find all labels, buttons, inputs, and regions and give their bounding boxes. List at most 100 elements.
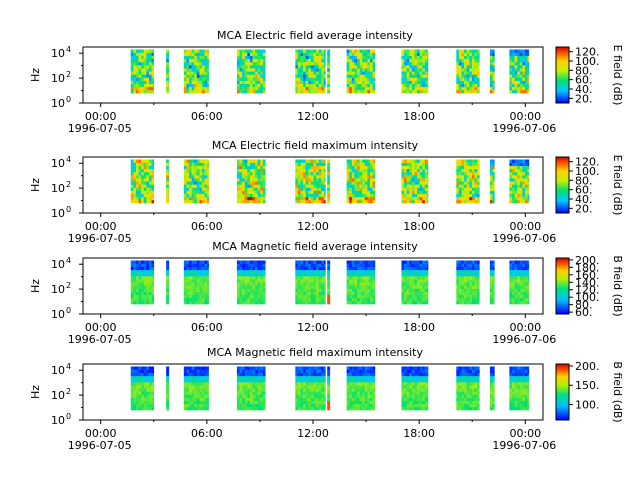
spectrogram-cell: [199, 52, 203, 57]
spectrogram-cell: [189, 49, 192, 53]
spectrogram-cell: [522, 394, 526, 398]
spectrogram-cell: [204, 65, 208, 69]
spectrogram-cell: [346, 89, 350, 94]
spectrogram-cell: [295, 193, 299, 198]
spectrogram-cell: [357, 181, 360, 185]
spectrogram-cell: [295, 80, 299, 85]
spectrogram-cell: [424, 394, 428, 398]
spectrogram-cell: [489, 269, 493, 274]
spectrogram-cell: [199, 89, 203, 94]
spectrogram-cell: [207, 385, 209, 389]
spectrogram-cell: [133, 266, 137, 271]
spectrogram-cell: [310, 196, 314, 201]
spectrogram-cell: [424, 74, 428, 78]
spectrogram-cell: [300, 58, 304, 63]
spectrogram-cell: [372, 297, 376, 302]
spectrogram-cell: [372, 294, 376, 299]
spectrogram-cell: [166, 65, 170, 69]
spectrogram-cell: [202, 199, 205, 204]
spectrogram-cell: [194, 80, 198, 85]
spectrogram-cell: [318, 388, 322, 392]
spectrogram-cell: [514, 366, 518, 370]
spectrogram-cell: [517, 187, 521, 191]
spectrogram-cell: [406, 159, 410, 163]
spectrogram-cell: [458, 187, 462, 191]
spectrogram-cell: [367, 282, 371, 286]
spectrogram-cell: [143, 168, 147, 173]
spectrogram-cell: [492, 52, 495, 57]
spectrogram-cell: [359, 190, 363, 195]
spectrogram-cell: [346, 276, 350, 280]
spectrogram-cell: [519, 403, 523, 408]
spectrogram-cell: [527, 190, 530, 195]
spectrogram-cell: [204, 168, 208, 173]
spectrogram-cell: [422, 190, 426, 195]
spectrogram-cell: [151, 181, 155, 185]
spectrogram-cell: [469, 263, 473, 268]
spectrogram-cell: [464, 61, 468, 66]
spectrogram-cell: [427, 285, 429, 289]
spectrogram-cell: [255, 171, 259, 176]
spectrogram-cell: [133, 400, 137, 405]
spectrogram-cell: [464, 199, 468, 204]
spectrogram-cell: [194, 193, 198, 198]
spectrogram-cell: [492, 181, 495, 185]
spectrogram-cell: [166, 385, 170, 389]
spectrogram-cell: [458, 394, 462, 398]
spectrogram-cell: [138, 260, 142, 264]
spectrogram-cell: [461, 285, 465, 289]
spectrogram-cell: [346, 260, 350, 264]
spectrogram-cell: [305, 190, 309, 195]
spectrogram-cell: [295, 71, 299, 75]
spectrogram-cell: [313, 369, 317, 374]
spectrogram-cell: [323, 71, 326, 75]
spectrogram-cell: [417, 375, 420, 380]
spectrogram-cell: [297, 89, 301, 94]
spectrogram-cell: [461, 83, 465, 88]
spectrogram-cell: [349, 193, 353, 198]
spectrogram-cell: [427, 291, 429, 296]
spectrogram-cell: [477, 369, 480, 374]
spectrogram-cell: [262, 375, 266, 380]
spectrogram-cell: [138, 77, 142, 81]
spectrogram-cell: [257, 276, 261, 280]
spectrogram-cell: [349, 77, 353, 81]
spectrogram-cell: [354, 385, 358, 389]
spectrogram-cell: [318, 279, 322, 283]
spectrogram-cell: [404, 80, 407, 85]
spectrogram-cell: [308, 58, 312, 63]
spectrogram-cell: [151, 159, 155, 163]
spectrogram-cell: [456, 263, 460, 268]
spectrogram-cell: [359, 263, 363, 268]
spectrogram-cell: [461, 159, 465, 163]
spectrogram-cell: [295, 260, 299, 264]
spectrogram-cell: [469, 49, 473, 53]
spectrogram-cell: [492, 400, 495, 405]
spectrogram-cell: [514, 159, 518, 163]
spectrogram-cell: [357, 178, 360, 182]
spectrogram-cell: [194, 366, 198, 370]
spectrogram-cell: [305, 294, 309, 299]
spectrogram-cell: [146, 77, 150, 81]
spectrogram-cell: [308, 397, 312, 402]
spectrogram-cell: [466, 369, 470, 374]
y-tick-base: 10: [51, 207, 65, 220]
spectrogram-cell: [509, 162, 513, 167]
spectrogram-cell: [359, 372, 363, 377]
spectrogram-cell: [130, 397, 134, 402]
spectrogram-cell: [321, 49, 325, 53]
spectrogram-cell: [464, 294, 468, 299]
spectrogram-cell: [372, 65, 376, 69]
spectrogram-cell: [297, 86, 301, 91]
spectrogram-cell: [477, 300, 480, 305]
spectrogram-cell: [260, 193, 264, 198]
spectrogram-cell: [489, 171, 493, 176]
spectrogram-cell: [514, 272, 518, 277]
spectrogram-cell: [236, 187, 240, 191]
spectrogram-cell: [308, 61, 312, 66]
spectrogram-cell: [401, 288, 405, 292]
spectrogram-cell: [236, 282, 240, 286]
spectrogram-cell: [370, 199, 373, 204]
spectrogram-cell: [151, 272, 155, 277]
spectrogram-cell: [196, 168, 200, 173]
